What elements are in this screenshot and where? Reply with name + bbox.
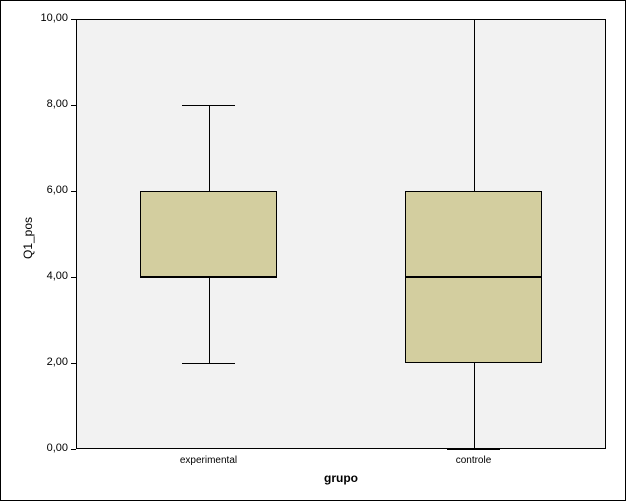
whisker-cap-upper: [447, 19, 500, 20]
x-axis-label: grupo: [76, 471, 606, 485]
whisker-cap-upper: [182, 105, 235, 106]
y-tick: [71, 449, 76, 450]
y-tick-label: 0,00: [30, 442, 68, 454]
chart-frame: Q1_pos grupo 0,00 2,00 4,00 6,00 8,00 10,00 ex…: [0, 0, 626, 501]
y-tick: [71, 277, 76, 278]
whisker-lower: [474, 363, 475, 449]
y-tick: [71, 105, 76, 106]
boxplot-median: [405, 276, 543, 278]
whisker-upper: [474, 19, 475, 191]
y-tick-label: 8,00: [30, 98, 68, 110]
y-axis-label: Q1_pos: [21, 217, 35, 259]
boxplot-box: [140, 191, 278, 277]
whisker-lower: [209, 277, 210, 363]
y-tick: [71, 191, 76, 192]
whisker-upper: [209, 105, 210, 191]
y-tick-label: 10,00: [30, 12, 68, 24]
y-tick-label: 2,00: [30, 356, 68, 368]
y-tick: [71, 19, 76, 20]
y-tick-label: 4,00: [30, 270, 68, 282]
whisker-cap-lower: [447, 449, 500, 450]
x-tick-label: controle: [414, 455, 534, 466]
x-tick-label: experimental: [149, 455, 269, 466]
whisker-cap-lower: [182, 363, 235, 364]
y-tick: [71, 363, 76, 364]
y-tick-label: 6,00: [30, 184, 68, 196]
